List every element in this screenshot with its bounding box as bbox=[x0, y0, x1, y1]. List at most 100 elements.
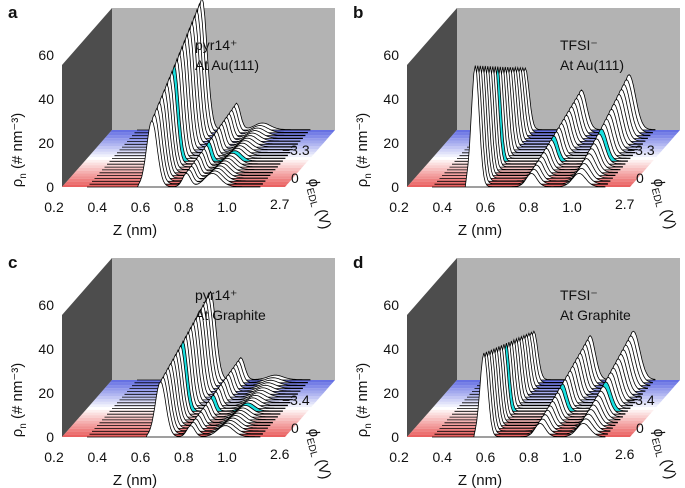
back-wall bbox=[112, 258, 335, 380]
y-tick-label: 60 bbox=[383, 47, 399, 63]
x-tick-label: 1.0 bbox=[562, 199, 582, 215]
density-curve bbox=[99, 358, 273, 424]
panel-annotation: TFSI⁻ bbox=[560, 37, 598, 53]
panel-letter: b bbox=[353, 3, 363, 22]
density-curve bbox=[97, 362, 271, 427]
y-tick-label: 40 bbox=[38, 91, 54, 107]
panel-letter: c bbox=[8, 253, 17, 272]
density-curve bbox=[94, 101, 268, 179]
x-tick-label: 0.4 bbox=[88, 449, 108, 465]
density-curve bbox=[124, 313, 298, 395]
x-axis-label: Z (nm) bbox=[458, 222, 502, 239]
x-tick-label: 1.0 bbox=[562, 449, 582, 465]
side-wall bbox=[407, 8, 457, 187]
x-tick-label: 0.6 bbox=[476, 199, 496, 215]
y-tick-label: 60 bbox=[383, 297, 399, 313]
panel-annotation: At Graphite bbox=[195, 307, 266, 323]
x-tick-label: 0.2 bbox=[44, 449, 64, 465]
x-axis-label: Z (nm) bbox=[113, 222, 157, 239]
z-axis-label: ϕEDL (V) bbox=[647, 427, 680, 482]
y-tick-label: 40 bbox=[383, 91, 399, 107]
x-tick-label: 0.6 bbox=[131, 449, 151, 465]
x-tick-label: 0.2 bbox=[389, 449, 409, 465]
density-curve bbox=[107, 344, 281, 415]
y-tick-label: 0 bbox=[46, 429, 54, 445]
z-tick-label: −3.3 bbox=[627, 142, 655, 158]
z-axis-label: ϕEDL (V) bbox=[302, 177, 335, 232]
y-tick-label: 0 bbox=[391, 429, 399, 445]
y-tick-label: 0 bbox=[391, 179, 399, 195]
density-curve bbox=[89, 113, 263, 185]
density-curve bbox=[92, 371, 266, 432]
y-axis-label: ρn (# nm⁻³) bbox=[354, 363, 374, 438]
z-axis-label: ϕEDL (V) bbox=[302, 427, 335, 482]
x-tick-label: 0.6 bbox=[476, 449, 496, 465]
density-curve bbox=[439, 349, 613, 429]
z-tick-label: −3.3 bbox=[282, 142, 310, 158]
y-axis-label: ρn (# nm⁻³) bbox=[354, 113, 374, 188]
z-tick-label: 2.6 bbox=[615, 446, 635, 462]
panel-letter: d bbox=[353, 253, 363, 272]
side-wall bbox=[62, 8, 112, 187]
density-curve bbox=[119, 322, 293, 401]
x-tick-label: 0.8 bbox=[519, 449, 539, 465]
density-curve bbox=[127, 308, 301, 392]
z-tick-label: 0 bbox=[291, 420, 299, 436]
density-curve bbox=[432, 352, 606, 438]
z-tick-label: 2.7 bbox=[615, 196, 635, 212]
panel-annotation: At Graphite bbox=[560, 307, 631, 323]
x-tick-label: 1.0 bbox=[217, 199, 237, 215]
x-tick-label: 0.2 bbox=[44, 199, 64, 215]
panel-letter: a bbox=[8, 3, 18, 22]
density-curve bbox=[112, 335, 286, 409]
z-tick-label: 0 bbox=[636, 420, 644, 436]
x-tick-label: 0.8 bbox=[174, 199, 194, 215]
density-curve bbox=[432, 65, 606, 188]
z-tick-label: 0 bbox=[636, 170, 644, 186]
panel-annotation: TFSI⁻ bbox=[560, 287, 598, 303]
x-tick-label: 0.8 bbox=[519, 199, 539, 215]
x-tick-label: 0.4 bbox=[433, 199, 453, 215]
y-axis-label: ρn (# nm⁻³) bbox=[9, 363, 29, 438]
y-tick-label: 40 bbox=[383, 341, 399, 357]
z-tick-label: 0 bbox=[291, 170, 299, 186]
z-axis-label: ϕEDL (V) bbox=[647, 177, 680, 232]
z-tick-label: −3.4 bbox=[282, 392, 310, 408]
y-tick-label: 60 bbox=[38, 47, 54, 63]
density-curve bbox=[117, 326, 291, 404]
density-curve bbox=[102, 353, 276, 421]
panel-annotation: pyr14⁺ bbox=[195, 37, 237, 53]
density-curve bbox=[434, 351, 608, 435]
y-tick-label: 0 bbox=[46, 179, 54, 195]
z-tick-label: −3.4 bbox=[627, 392, 655, 408]
z-tick-label: 2.6 bbox=[270, 446, 290, 462]
density-curve bbox=[437, 350, 611, 432]
panel-annotation: At Au(111) bbox=[195, 57, 259, 73]
panel-annotation: At Au(111) bbox=[560, 57, 624, 73]
density-curve bbox=[109, 340, 283, 412]
side-wall bbox=[62, 258, 112, 437]
y-axis-label: ρn (# nm⁻³) bbox=[9, 113, 29, 188]
y-tick-label: 20 bbox=[38, 385, 54, 401]
y-tick-label: 60 bbox=[38, 297, 54, 313]
panel-annotation: pyr14⁺ bbox=[195, 287, 237, 303]
density-curve bbox=[122, 317, 296, 398]
y-tick-label: 20 bbox=[383, 385, 399, 401]
z-tick-label: 2.7 bbox=[270, 196, 290, 212]
y-tick-label: 40 bbox=[38, 341, 54, 357]
density-curve bbox=[94, 367, 268, 429]
y-tick-label: 20 bbox=[38, 135, 54, 151]
density-curve bbox=[104, 349, 278, 418]
x-tick-label: 0.8 bbox=[174, 449, 194, 465]
density-curve bbox=[87, 380, 261, 438]
density-curve bbox=[87, 119, 261, 188]
density-curve bbox=[89, 376, 263, 435]
density-curve bbox=[92, 107, 266, 182]
x-tick-label: 0.6 bbox=[131, 199, 151, 215]
